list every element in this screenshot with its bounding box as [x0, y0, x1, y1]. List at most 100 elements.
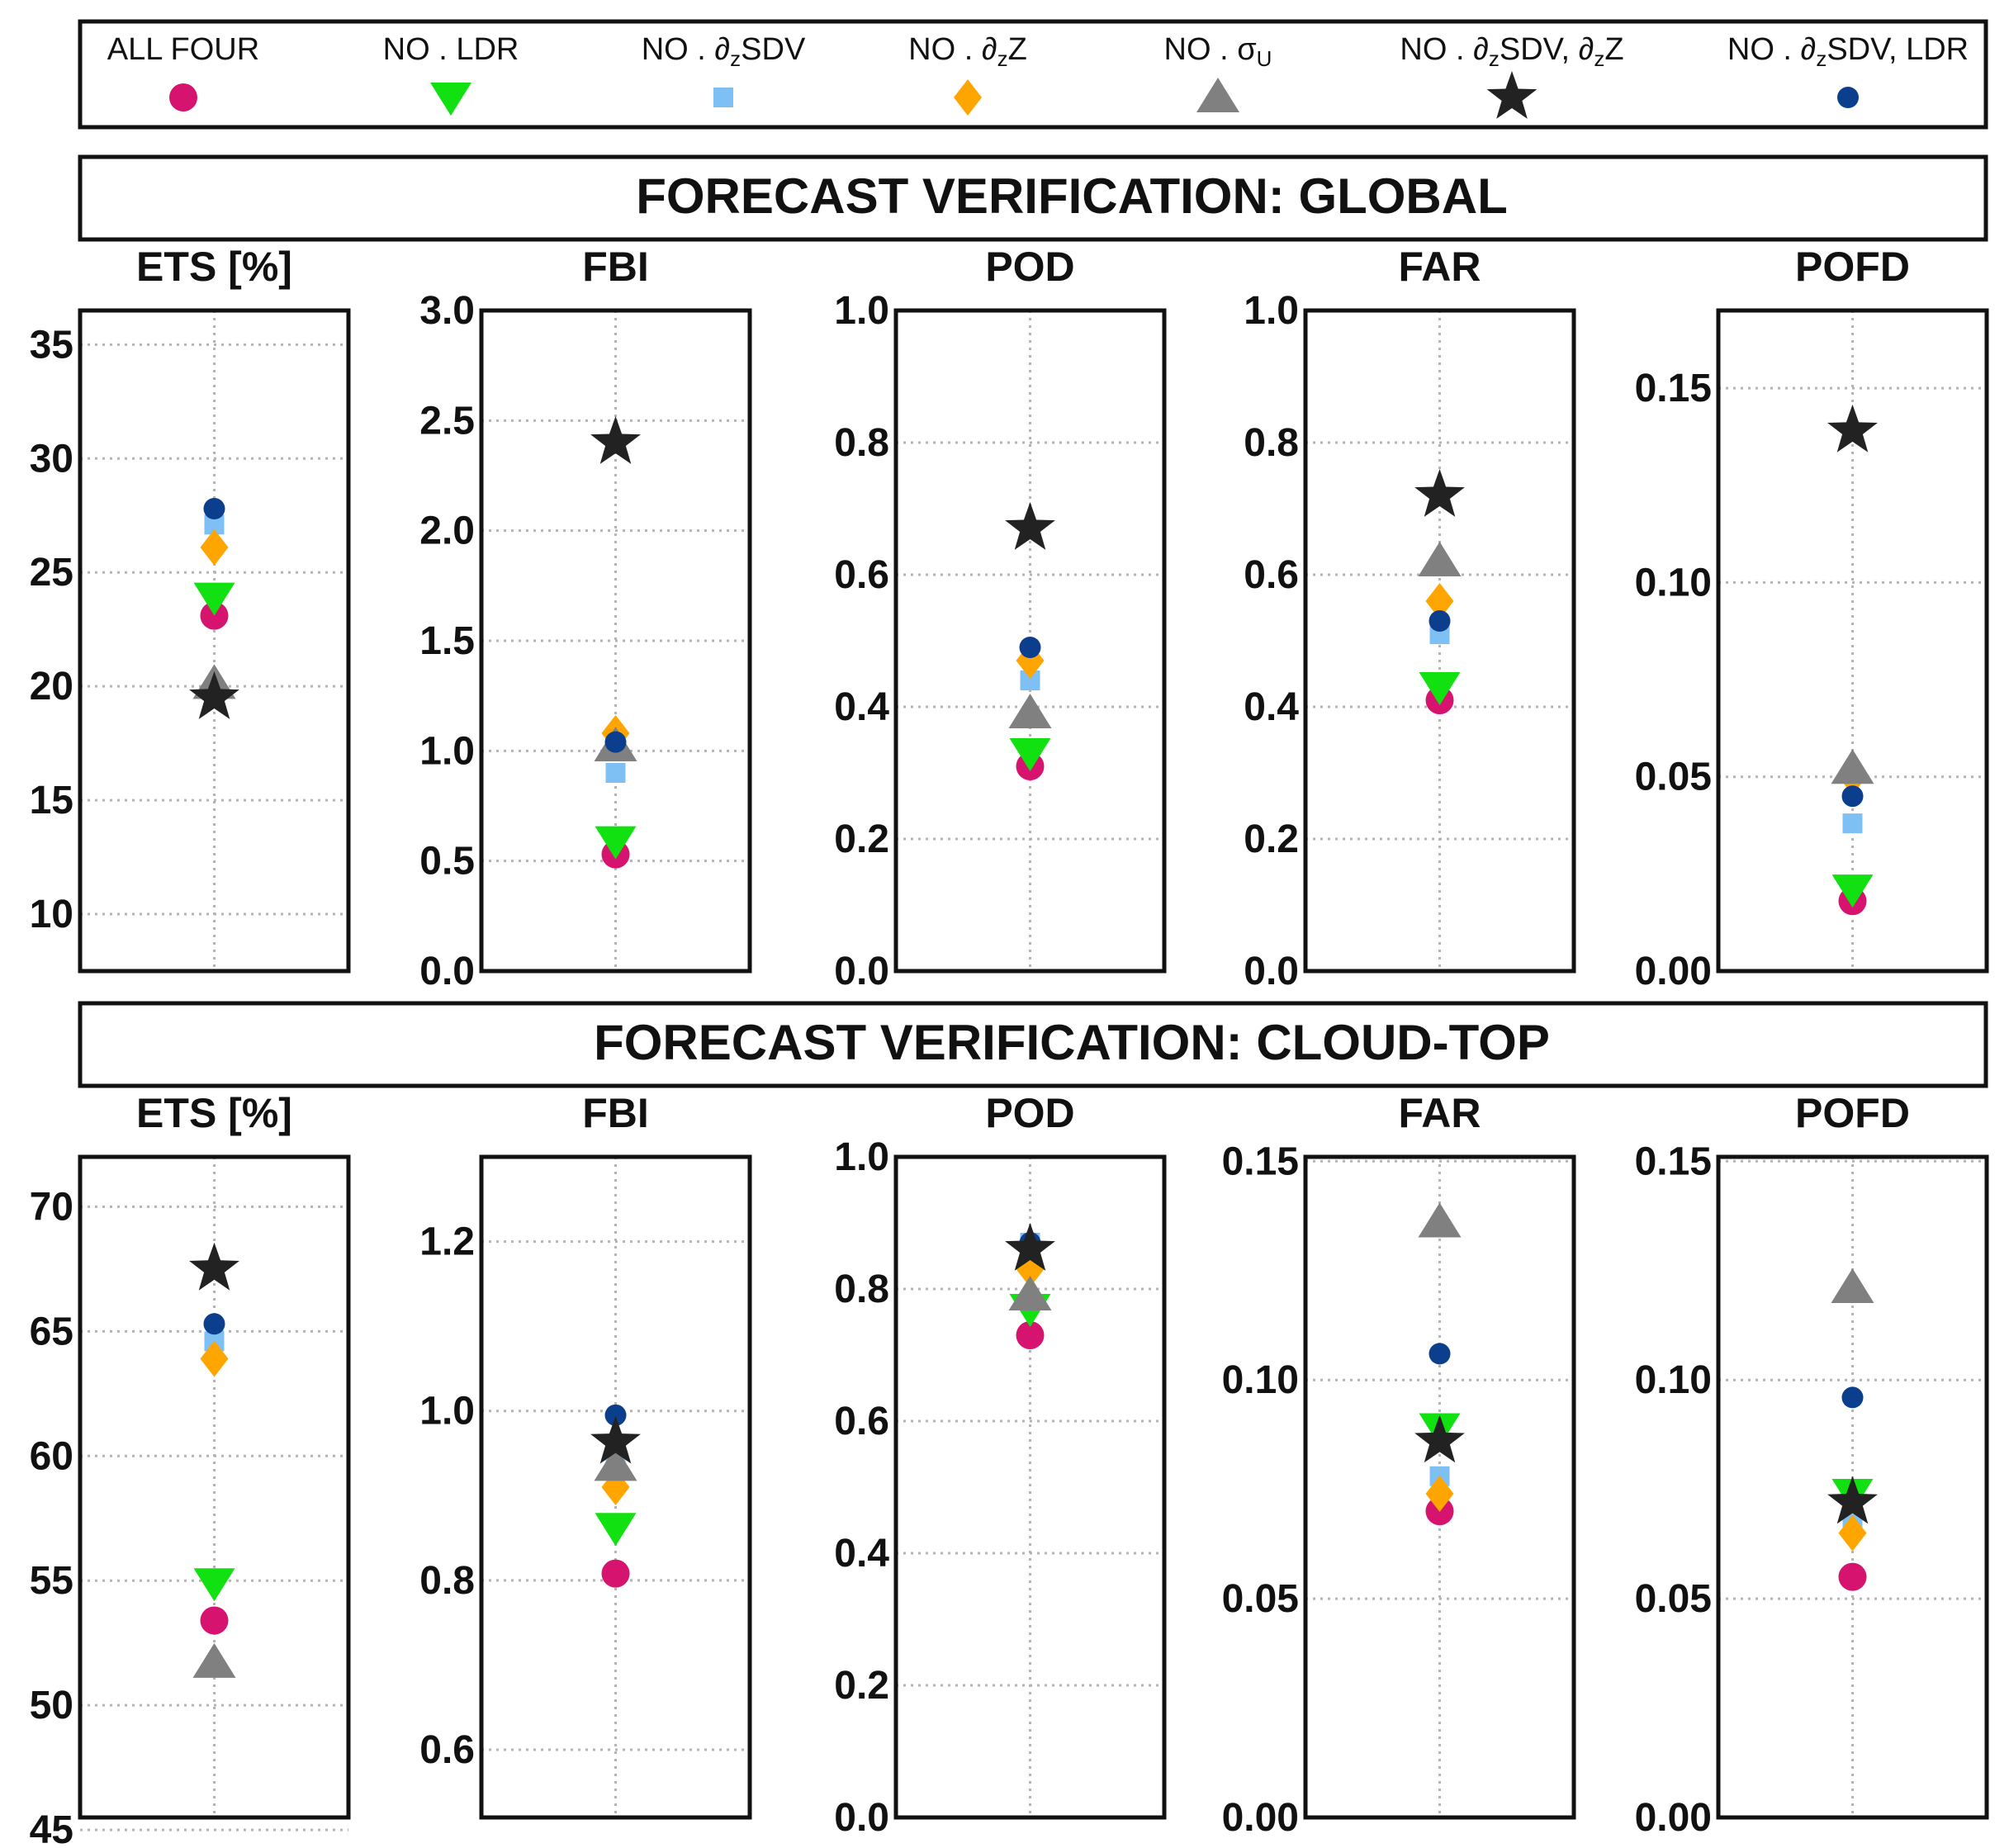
legend-label: NO . ∂zSDV, ∂zZ: [1400, 32, 1623, 71]
y-tick-label: 50: [30, 1684, 73, 1727]
y-tick-label: 0.05: [1222, 1577, 1299, 1621]
y-tick-label: 0.8: [419, 1559, 475, 1603]
y-tick-label: 0.10: [1222, 1358, 1299, 1402]
y-tick-label: 2.5: [419, 399, 475, 443]
y-tick-label: 0.0: [834, 950, 889, 993]
point-nosdvz: [1005, 1223, 1055, 1271]
panel-title: ETS [%]: [136, 244, 292, 290]
point-noldr: [1831, 874, 1874, 908]
y-tick-label: 0.00: [1635, 1796, 1712, 1840]
point-nodzsdv: [605, 763, 626, 783]
point-nodzz: [200, 1340, 229, 1377]
legend-item-all: ALL FOUR: [107, 32, 259, 111]
point-nodzz: [1425, 1475, 1454, 1512]
legend-item-nosigma: NO . σU: [1164, 32, 1272, 112]
y-tick-label: 1.0: [419, 729, 475, 773]
y-tick-label: 0.10: [1635, 561, 1712, 604]
legend-item-nodzsdv: NO . ∂zSDV: [642, 32, 806, 107]
legend-item-nodzz: NO . ∂zZ: [908, 32, 1027, 116]
y-tick-label: 30: [30, 437, 73, 481]
point-nosdvldr: [1429, 1343, 1451, 1365]
panel-frame: [479, 308, 752, 974]
y-tick-label: 0.05: [1635, 756, 1712, 799]
y-tick-label: 0.2: [834, 1664, 889, 1708]
point-nosdvldr: [203, 1313, 225, 1335]
y-tick-label: 0.5: [419, 840, 475, 884]
point-nosigma: [1418, 542, 1462, 576]
panel-frame: [78, 308, 351, 974]
y-tick-label: 0.2: [834, 817, 889, 861]
legend-label: NO . ∂zSDV: [642, 32, 806, 71]
y-tick-label: 20: [30, 665, 73, 708]
panel-title: FBI: [582, 1090, 649, 1136]
y-tick-label: 10: [30, 893, 73, 936]
point-nosdvz: [1827, 404, 1878, 453]
y-tick-label: 0.6: [834, 1400, 889, 1443]
legend-item-noldr: NO . LDR: [383, 32, 519, 116]
y-tick-label: 1.0: [834, 1135, 889, 1179]
point-nosdvldr: [1019, 637, 1041, 658]
panel-frame: [1716, 1154, 1989, 1820]
point-all: [200, 601, 229, 630]
point-nodzz: [1838, 1514, 1867, 1552]
point-all: [601, 1559, 630, 1588]
point-nosdvldr: [1841, 785, 1864, 808]
point-all: [200, 1606, 229, 1635]
y-tick-label: 0.8: [1244, 421, 1299, 465]
y-tick-label: 35: [30, 323, 73, 367]
y-tick-label: 1.0: [834, 289, 889, 333]
panel-title: POFD: [1795, 244, 1910, 290]
legend-label: NO . σU: [1164, 32, 1272, 71]
y-tick-label: 0.15: [1635, 367, 1712, 410]
section-banner: [78, 1001, 1988, 1088]
point-nosigma: [1831, 749, 1874, 784]
panel-frame: [78, 1154, 351, 1820]
y-tick-label: 1.5: [419, 619, 475, 663]
point-noldr: [193, 1568, 235, 1602]
y-tick-label: 45: [30, 1808, 73, 1848]
panel-pofd-global: POFD 0.00 0.05 0.10 0.15: [1635, 244, 1989, 993]
point-noldr: [595, 826, 637, 860]
y-tick-label: 1.2: [419, 1220, 475, 1264]
panel-frame: [1303, 1154, 1576, 1820]
point-all: [1838, 1562, 1867, 1591]
panel-frame: [1716, 308, 1989, 974]
point-nosdvz: [1827, 1476, 1878, 1524]
point-nodzsdv: [1842, 813, 1863, 834]
point-nosigma: [1008, 1276, 1052, 1310]
section-cloud-top: FORECAST VERIFICATION: CLOUD-TOP ETS [%] 4…: [30, 1001, 1989, 1848]
panel-frame: [893, 1154, 1167, 1820]
legend-label: NO . ∂zZ: [908, 32, 1027, 71]
panel-title: ETS [%]: [136, 1090, 292, 1136]
y-tick-label: 0.15: [1222, 1140, 1299, 1183]
panel-pofd-cloud-top: POFD 0.00 0.05 0.10 0.15: [1635, 1090, 1989, 1840]
y-tick-label: 25: [30, 551, 73, 595]
y-tick-label: 0.6: [419, 1728, 475, 1772]
point-all: [1016, 1321, 1045, 1349]
y-tick-label: 0.6: [1244, 553, 1299, 597]
point-nodzz: [200, 528, 229, 566]
panel-title: POD: [985, 244, 1074, 290]
point-nosdvz: [189, 671, 239, 719]
panel-fbi-global: FBI 0.0 0.5 1.0 1.5 2.0 2.5 3.0: [419, 244, 752, 993]
legend-item-nosdvldr: NO . ∂zSDV, LDR: [1727, 32, 1969, 108]
panel-title: FBI: [582, 244, 649, 290]
point-noldr: [595, 1513, 637, 1547]
y-tick-label: 0.10: [1635, 1358, 1712, 1402]
panel-fbi-cloud-top: FBI 0.6 0.8 1.0 1.2: [419, 1090, 752, 1820]
y-tick-label: 0.8: [834, 421, 889, 465]
y-tick-label: 60: [30, 1434, 73, 1478]
panel-frame: [893, 308, 1167, 974]
point-nosdvldr: [1841, 1386, 1864, 1409]
panel-far-global: FAR 0.0 0.2 0.4 0.6 0.8 1.0: [1244, 244, 1576, 993]
legend-label: ALL FOUR: [107, 32, 259, 67]
y-tick-label: 15: [30, 779, 73, 822]
point-nosigma: [1831, 1268, 1874, 1303]
point-nosdvz: [189, 1242, 239, 1291]
y-tick-label: 55: [30, 1559, 73, 1603]
point-nodzz: [1425, 583, 1454, 619]
legend-small-circle-icon: [1837, 87, 1859, 108]
y-tick-label: 0.05: [1635, 1577, 1712, 1621]
point-noldr: [193, 582, 235, 616]
